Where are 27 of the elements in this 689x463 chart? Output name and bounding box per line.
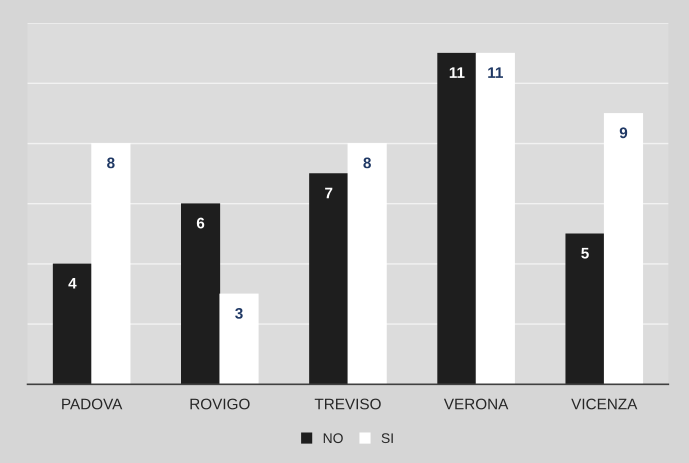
- x-tick-label: VERONA: [444, 398, 508, 410]
- legend-label: SI: [382, 433, 393, 444]
- bar: [52, 264, 92, 384]
- bar: [604, 113, 644, 384]
- bar: [309, 173, 348, 384]
- data-label: 3: [235, 308, 243, 319]
- data-label: 4: [68, 278, 77, 289]
- data-label: 11: [450, 67, 465, 78]
- x-tick-label: PADOVA: [62, 398, 122, 410]
- bar: [476, 52, 515, 384]
- data-label: 8: [363, 157, 371, 168]
- bar: [348, 143, 387, 384]
- data-label: 5: [581, 248, 589, 259]
- x-tick-label: TREVISO: [314, 398, 381, 410]
- data-label: 8: [107, 157, 115, 168]
- bar: [437, 52, 476, 384]
- data-label: 6: [196, 218, 204, 228]
- x-tick-label: VICENZA: [571, 398, 638, 410]
- bar: [180, 203, 220, 384]
- bar: [565, 233, 605, 384]
- legend-label: NO: [324, 433, 343, 444]
- data-label: 9: [620, 127, 628, 138]
- bar: [219, 294, 259, 384]
- data-label: 7: [325, 188, 332, 198]
- bar: [91, 143, 130, 384]
- data-label: 11: [488, 67, 503, 78]
- x-tick-label: ROVIGO: [190, 398, 250, 410]
